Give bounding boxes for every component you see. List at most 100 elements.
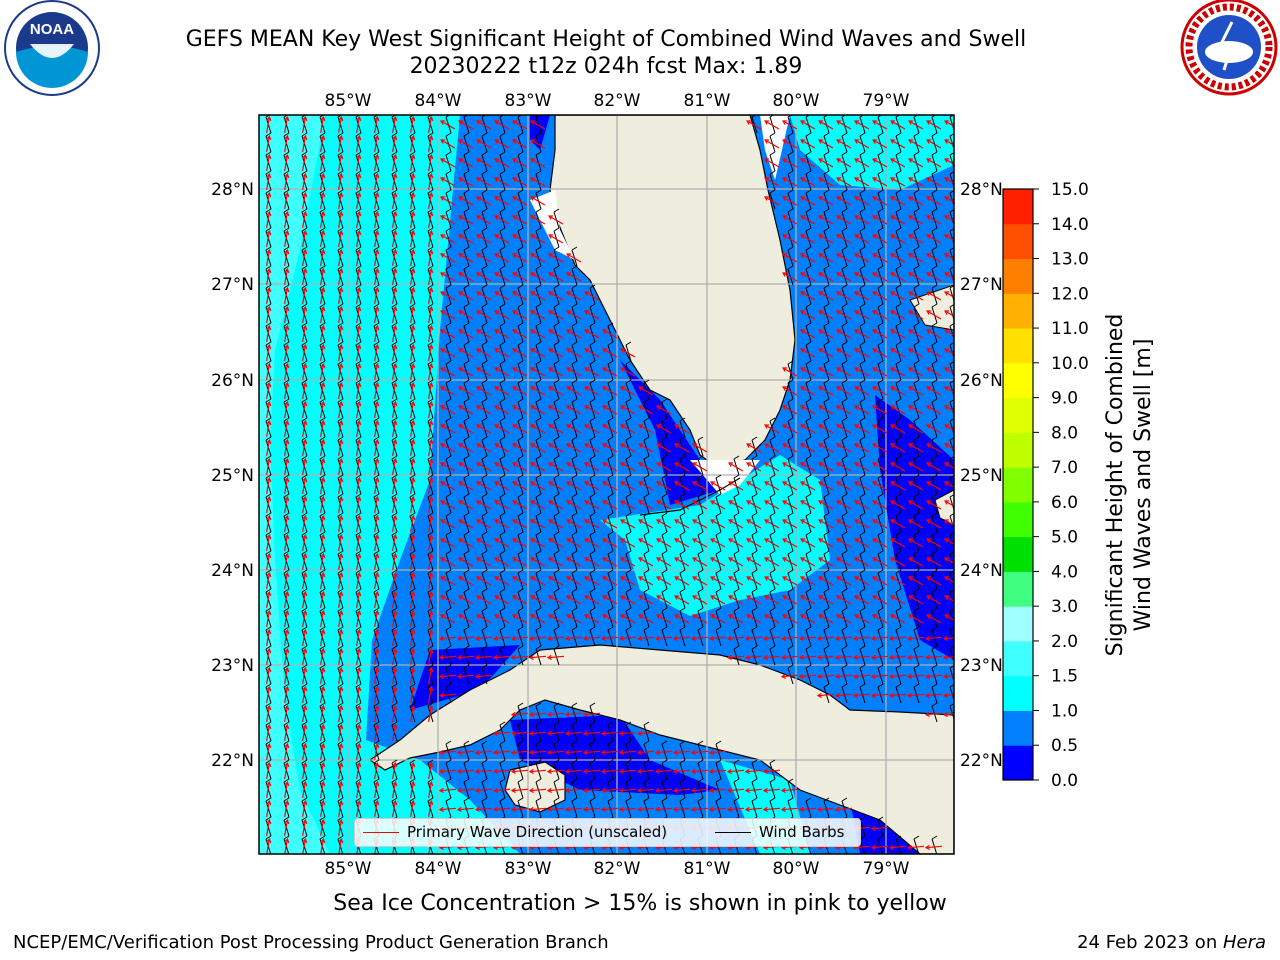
wave-arrow xyxy=(284,725,288,741)
wave-arrow xyxy=(410,630,414,646)
wave-arrow xyxy=(374,801,378,817)
wave-arrow xyxy=(266,573,270,589)
wave-arrow xyxy=(817,674,835,678)
wave-arrow xyxy=(458,595,474,605)
wave-arrow xyxy=(410,174,414,190)
wave-arrow xyxy=(338,573,342,589)
wave-arrow xyxy=(673,807,691,811)
wave-arrow xyxy=(871,826,889,830)
wave-arrow xyxy=(656,462,672,472)
wave-arrow xyxy=(320,231,324,247)
wave-arrow xyxy=(266,155,270,171)
wave-arrow xyxy=(266,478,270,494)
wave-arrow xyxy=(428,668,432,684)
wave-arrow xyxy=(392,231,396,247)
wave-arrow xyxy=(566,614,582,624)
wave-arrow xyxy=(656,557,672,567)
wave-arrow xyxy=(392,668,396,684)
wave-arrow xyxy=(727,788,745,792)
wave-arrow xyxy=(818,595,834,605)
wave-arrow xyxy=(428,592,432,608)
wave-arrow xyxy=(320,459,324,475)
wave-arrow xyxy=(428,136,432,152)
wave-arrow xyxy=(782,424,798,434)
wave-arrow xyxy=(338,554,342,570)
wave-arrow xyxy=(284,611,288,627)
colorbar-swatch xyxy=(1003,293,1033,329)
wave-arrow xyxy=(872,215,888,225)
map-subtitle: 20230222 t12z 024h fcst Max: 1.89 xyxy=(409,54,803,79)
wave-arrow xyxy=(746,481,762,491)
wave-arrow xyxy=(410,592,414,608)
wave-arrow xyxy=(854,557,870,567)
wave-arrow xyxy=(818,500,834,510)
wave-arrow xyxy=(458,367,474,377)
wave-arrow xyxy=(764,538,780,548)
wave-arrow xyxy=(458,329,474,339)
wave-arrow xyxy=(890,576,906,586)
wave-arrow xyxy=(284,478,288,494)
wave-arrow xyxy=(584,576,600,586)
wave-arrow xyxy=(356,554,360,570)
wave-arrow xyxy=(530,348,546,358)
wave-arrow xyxy=(583,731,601,735)
wave-arrow xyxy=(302,155,306,171)
wave-arrow xyxy=(320,516,324,532)
wave-arrow xyxy=(926,215,942,225)
wave-arrow xyxy=(836,310,852,320)
wave-arrow xyxy=(584,595,600,605)
wave-arrow xyxy=(476,120,492,130)
wave-arrow xyxy=(836,576,852,586)
wave-arrow xyxy=(338,611,342,627)
wave-arrow xyxy=(266,801,270,817)
wave-arrow xyxy=(494,253,510,263)
wave-arrow xyxy=(944,405,954,412)
wave-arrow xyxy=(746,443,762,453)
wave-arrow xyxy=(320,155,324,171)
wave-arrow xyxy=(457,750,475,754)
wave-arrow xyxy=(457,788,475,792)
wave-arrow xyxy=(764,614,780,624)
wave-arrow xyxy=(818,462,834,472)
wave-arrow xyxy=(638,500,654,510)
wave-arrow xyxy=(266,744,270,760)
wave-arrow xyxy=(926,386,942,396)
wave-arrow xyxy=(872,538,888,548)
wave-arrow xyxy=(854,405,870,415)
wave-arrow xyxy=(320,611,324,627)
wave-arrow xyxy=(782,215,798,225)
wave-arrow xyxy=(284,136,288,152)
wave-arrow xyxy=(944,557,954,564)
wave-arrow xyxy=(853,693,871,697)
wave-arrow xyxy=(764,196,780,206)
wave-arrow xyxy=(440,310,456,320)
wave-arrow xyxy=(302,839,306,854)
wave-arrow xyxy=(512,177,528,187)
wave-arrow xyxy=(907,636,925,640)
wave-arrow xyxy=(356,155,360,171)
wave-arrow xyxy=(374,383,378,399)
wave-arrow xyxy=(872,557,888,567)
wave-arrow xyxy=(926,177,942,187)
wave-arrow xyxy=(908,234,924,244)
wave-arrow xyxy=(410,326,414,342)
wave-arrow xyxy=(872,595,888,605)
wave-arrow xyxy=(392,649,396,665)
wave-arrow xyxy=(511,655,529,659)
wave-arrow xyxy=(530,139,546,149)
wave-arrow xyxy=(512,253,528,263)
wave-arrow xyxy=(890,158,906,168)
wave-arrow xyxy=(476,481,492,491)
wave-arrow xyxy=(512,576,528,586)
wave-arrow xyxy=(284,193,288,209)
wave-arrow xyxy=(638,462,654,472)
wave-arrow xyxy=(511,712,529,716)
wave-arrow xyxy=(356,364,360,380)
wave-arrow xyxy=(943,694,954,697)
wave-arrow xyxy=(512,196,528,206)
wave-arrow xyxy=(410,706,414,722)
wave-arrow xyxy=(818,614,834,624)
wave-arrow xyxy=(692,500,708,510)
wave-arrow xyxy=(890,139,906,149)
wave-arrow xyxy=(818,234,834,244)
